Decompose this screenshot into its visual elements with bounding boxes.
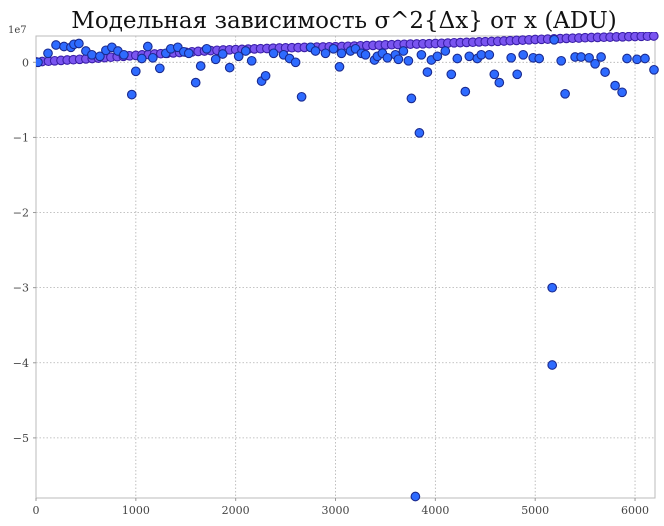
y-axis: 0 −1 −2 −3 −4 −5 [13, 56, 36, 445]
data-point [432, 51, 443, 62]
data-point [494, 77, 505, 88]
data-point [590, 58, 600, 69]
data-point [534, 53, 545, 64]
data-point [87, 49, 97, 60]
y-tick-label: −3 [13, 282, 29, 295]
chart-title: Модельная зависимость σ^2{Δx} от x (ADU) [71, 8, 616, 34]
data-point [547, 282, 558, 293]
data-point [484, 49, 495, 60]
scatter-points [36, 32, 659, 502]
x-axis: 0 1000 2000 3000 4000 5000 6000 [33, 498, 649, 517]
data-point [556, 55, 567, 66]
data-point [310, 46, 321, 56]
data-point [549, 34, 560, 45]
data-point [201, 43, 212, 54]
data-point [190, 77, 201, 88]
data-point [240, 46, 251, 56]
x-tick-label: 2000 [222, 504, 250, 517]
data-point [43, 48, 53, 59]
data-point [622, 53, 632, 64]
data-point [336, 48, 347, 59]
data-point [406, 93, 417, 104]
x-tick-label: 5000 [521, 504, 549, 517]
data-point [640, 53, 650, 64]
data-point [446, 69, 457, 80]
data-point [142, 41, 153, 52]
data-point [512, 69, 523, 80]
data-point [476, 49, 487, 60]
data-point [518, 49, 529, 60]
x-tick-label: 6000 [621, 504, 649, 517]
data-point [584, 52, 594, 63]
data-point [74, 38, 84, 49]
data-point [422, 67, 433, 77]
y-tick-label: −2 [13, 207, 29, 220]
data-point [210, 54, 221, 65]
data-point [260, 70, 271, 81]
data-point [147, 52, 158, 63]
data-point [334, 61, 345, 72]
data-point [195, 61, 206, 71]
data-point [51, 40, 61, 50]
data-point [36, 57, 43, 68]
data-point [617, 87, 627, 98]
data-point [398, 46, 409, 56]
y-tick-label: −1 [13, 131, 29, 144]
data-point [183, 48, 194, 59]
data-point [610, 80, 620, 91]
data-point [119, 49, 129, 60]
data-point [632, 54, 642, 65]
data-point [460, 86, 471, 97]
data-point [414, 128, 425, 138]
x-tick-label: 1000 [122, 504, 150, 517]
data-point [224, 62, 235, 73]
data-point [600, 67, 610, 77]
data-point [393, 54, 404, 65]
data-point [464, 51, 475, 62]
data-point [126, 89, 137, 100]
y-tick-label: −4 [13, 357, 29, 370]
data-point [403, 55, 414, 66]
y-tick-label: 0 [22, 56, 29, 69]
y-offset-text: 1e7 [8, 25, 27, 36]
data-point [130, 66, 141, 77]
data-point [416, 49, 427, 60]
data-point [489, 69, 500, 80]
data-point [547, 360, 558, 370]
data-point [217, 49, 228, 59]
data-point [560, 88, 570, 99]
data-point [268, 48, 279, 59]
data-point [95, 51, 105, 62]
data-point [506, 52, 517, 63]
data-point [649, 64, 659, 75]
x-tick-label: 4000 [421, 504, 449, 517]
data-point [440, 46, 451, 56]
data-point [360, 49, 371, 60]
plot-frame [35, 35, 656, 499]
data-point [154, 63, 165, 74]
trend-point [648, 32, 659, 41]
x-tick-label: 3000 [322, 504, 350, 517]
x-tick-label: 0 [33, 504, 40, 517]
data-point [410, 491, 421, 502]
data-point [290, 57, 301, 68]
data-point [328, 43, 339, 54]
y-tick-label: −5 [13, 432, 29, 445]
data-point [576, 52, 586, 62]
data-point [296, 91, 307, 102]
data-point [136, 53, 147, 64]
data-point [320, 48, 331, 59]
data-point [246, 55, 257, 66]
data-point [452, 53, 463, 64]
data-point [382, 52, 393, 63]
data-point [596, 52, 606, 62]
data-point [233, 51, 244, 62]
grid [35, 36, 655, 498]
